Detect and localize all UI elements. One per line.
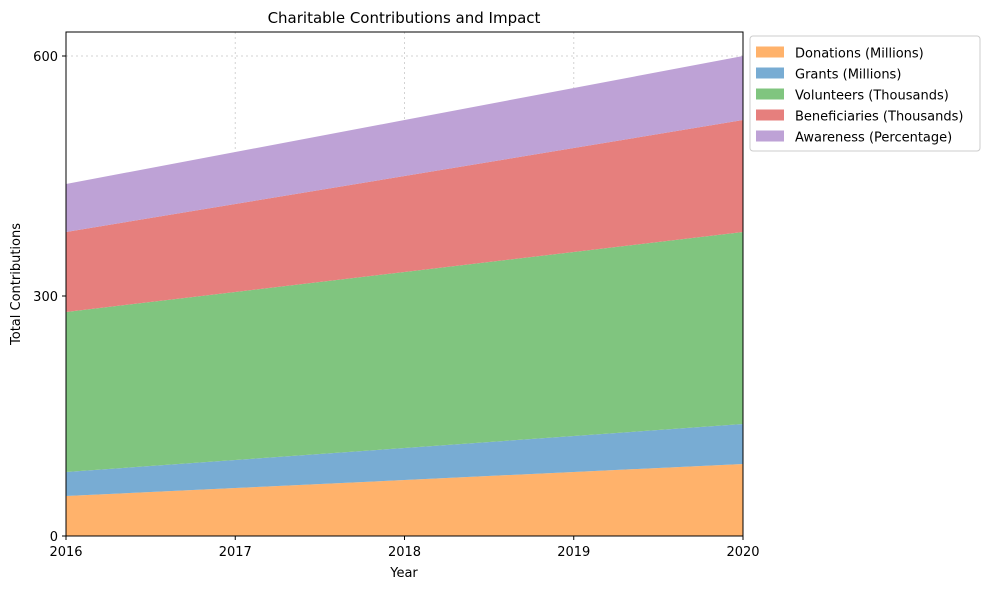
area-series-3 bbox=[66, 120, 743, 312]
legend-label-3: Beneficiaries (Thousands) bbox=[795, 110, 963, 125]
legend-label-4: Awareness (Percentage) bbox=[795, 131, 952, 146]
legend-box bbox=[749, 35, 981, 152]
y-axis: 0 300 600 bbox=[33, 50, 66, 545]
x-tick-label-2: 2018 bbox=[388, 545, 421, 560]
legend-swatch-0 bbox=[756, 46, 784, 58]
legend-label-1: Grants (Millions) bbox=[795, 68, 901, 83]
x-axis: 2016 2017 2018 2019 2020 bbox=[49, 536, 760, 560]
plot-areas bbox=[66, 56, 743, 536]
legend: Donations (Millions) Grants (Millions) Vol… bbox=[749, 35, 981, 152]
x-tick-label-3: 2019 bbox=[557, 545, 590, 560]
x-tick-label-0: 2016 bbox=[49, 545, 82, 560]
legend-swatch-3 bbox=[756, 109, 784, 121]
chart-title: Charitable Contributions and Impact bbox=[268, 9, 541, 27]
area-series-0 bbox=[66, 464, 743, 536]
area-series-4 bbox=[66, 56, 743, 232]
x-tick-label-4: 2020 bbox=[726, 545, 759, 560]
y-tick-label-0: 0 bbox=[50, 530, 58, 545]
legend-label-2: Volunteers (Thousands) bbox=[795, 89, 949, 104]
y-tick-label-2: 600 bbox=[33, 50, 58, 65]
y-tick-label-1: 300 bbox=[33, 290, 58, 305]
area-series-1 bbox=[66, 424, 743, 496]
x-tick-label-1: 2017 bbox=[219, 545, 252, 560]
y-axis-label: Total Contributions bbox=[9, 223, 24, 346]
x-axis-label: Year bbox=[389, 566, 418, 581]
legend-swatch-4 bbox=[756, 130, 784, 142]
legend-swatch-2 bbox=[756, 88, 784, 100]
legend-swatch-1 bbox=[756, 67, 784, 79]
legend-label-0: Donations (Millions) bbox=[795, 47, 924, 62]
